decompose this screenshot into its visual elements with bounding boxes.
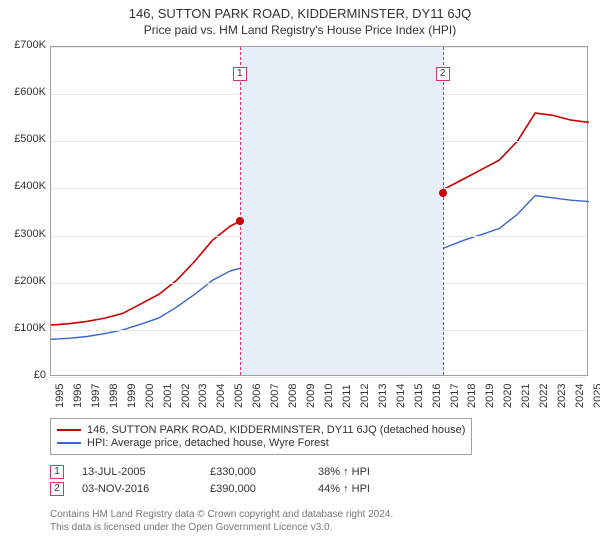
transaction-delta: 44% ↑ HPI — [318, 483, 370, 495]
x-tick-label: 2019 — [484, 384, 496, 408]
footer-attribution: Contains HM Land Registry data © Crown c… — [50, 508, 393, 534]
x-tick-label: 2014 — [395, 384, 407, 408]
x-tick-label: 2002 — [180, 384, 192, 408]
transaction-row: 1 13-JUL-2005 £330,000 38% ↑ HPI — [50, 465, 370, 479]
transaction-index-box: 1 — [50, 465, 64, 479]
x-tick-label: 2012 — [359, 384, 371, 408]
event-vline — [443, 47, 444, 375]
y-tick-label: £300K — [2, 228, 46, 240]
x-tick-label: 2017 — [449, 384, 461, 408]
x-tick-label: 2011 — [341, 384, 353, 408]
x-tick-label: 2018 — [466, 384, 478, 408]
x-tick-label: 1996 — [72, 384, 84, 408]
x-tick-label: 2001 — [162, 384, 174, 408]
legend: 146, SUTTON PARK ROAD, KIDDERMINSTER, DY… — [50, 418, 472, 455]
x-tick-label: 1999 — [126, 384, 138, 408]
x-tick-label: 2022 — [538, 384, 550, 408]
transaction-delta: 38% ↑ HPI — [318, 466, 370, 478]
y-tick-label: £100K — [2, 322, 46, 334]
chart-subtitle: Price paid vs. HM Land Registry's House … — [0, 21, 600, 41]
legend-row: 146, SUTTON PARK ROAD, KIDDERMINSTER, DY… — [57, 424, 465, 436]
x-tick-label: 2003 — [197, 384, 209, 408]
chart-title: 146, SUTTON PARK ROAD, KIDDERMINSTER, DY… — [0, 0, 600, 21]
legend-label: HPI: Average price, detached house, Wyre… — [87, 437, 329, 449]
y-tick-label: £400K — [2, 180, 46, 192]
x-tick-label: 2023 — [556, 384, 568, 408]
x-tick-label: 2005 — [233, 384, 245, 408]
x-tick-label: 2007 — [269, 384, 281, 408]
x-tick-label: 2010 — [323, 384, 335, 408]
x-tick-label: 2008 — [287, 384, 299, 408]
y-tick-label: £500K — [2, 133, 46, 145]
x-tick-label: 2025 — [592, 384, 600, 408]
event-label-box: 1 — [233, 67, 247, 81]
x-tick-label: 2000 — [144, 384, 156, 408]
x-tick-label: 2016 — [431, 384, 443, 408]
gridline-h — [51, 377, 587, 378]
legend-row: HPI: Average price, detached house, Wyre… — [57, 437, 465, 449]
x-tick-label: 1997 — [90, 384, 102, 408]
legend-swatch — [57, 429, 81, 431]
transaction-row: 2 03-NOV-2016 £390,000 44% ↑ HPI — [50, 482, 370, 496]
x-tick-label: 2020 — [502, 384, 514, 408]
y-tick-label: £0 — [2, 369, 46, 381]
transaction-index-box: 2 — [50, 482, 64, 496]
event-marker-dot — [439, 189, 447, 197]
x-tick-label: 2006 — [251, 384, 263, 408]
shaded-region — [240, 47, 443, 375]
x-tick-label: 2021 — [520, 384, 532, 408]
event-label-box: 2 — [436, 67, 450, 81]
event-vline — [240, 47, 241, 375]
y-tick-label: £700K — [2, 39, 46, 51]
x-tick-label: 2009 — [305, 384, 317, 408]
x-tick-label: 1995 — [54, 384, 66, 408]
chart-container: 146, SUTTON PARK ROAD, KIDDERMINSTER, DY… — [0, 0, 600, 560]
y-tick-label: £200K — [2, 275, 46, 287]
x-tick-label: 2015 — [413, 384, 425, 408]
footer-line-2: This data is licensed under the Open Gov… — [50, 521, 393, 534]
transactions-table: 1 13-JUL-2005 £330,000 38% ↑ HPI 2 03-NOV-201… — [50, 462, 370, 499]
transaction-price: £390,000 — [210, 483, 300, 495]
legend-swatch — [57, 442, 81, 444]
x-tick-label: 2004 — [215, 384, 227, 408]
transaction-date: 03-NOV-2016 — [82, 483, 192, 495]
footer-line-1: Contains HM Land Registry data © Crown c… — [50, 508, 393, 521]
transaction-date: 13-JUL-2005 — [82, 466, 192, 478]
x-tick-label: 2024 — [574, 384, 586, 408]
y-tick-label: £600K — [2, 86, 46, 98]
plot-area: 12 — [50, 46, 588, 376]
transaction-price: £330,000 — [210, 466, 300, 478]
legend-label: 146, SUTTON PARK ROAD, KIDDERMINSTER, DY… — [87, 424, 465, 436]
x-tick-label: 1998 — [108, 384, 120, 408]
x-tick-label: 2013 — [377, 384, 389, 408]
